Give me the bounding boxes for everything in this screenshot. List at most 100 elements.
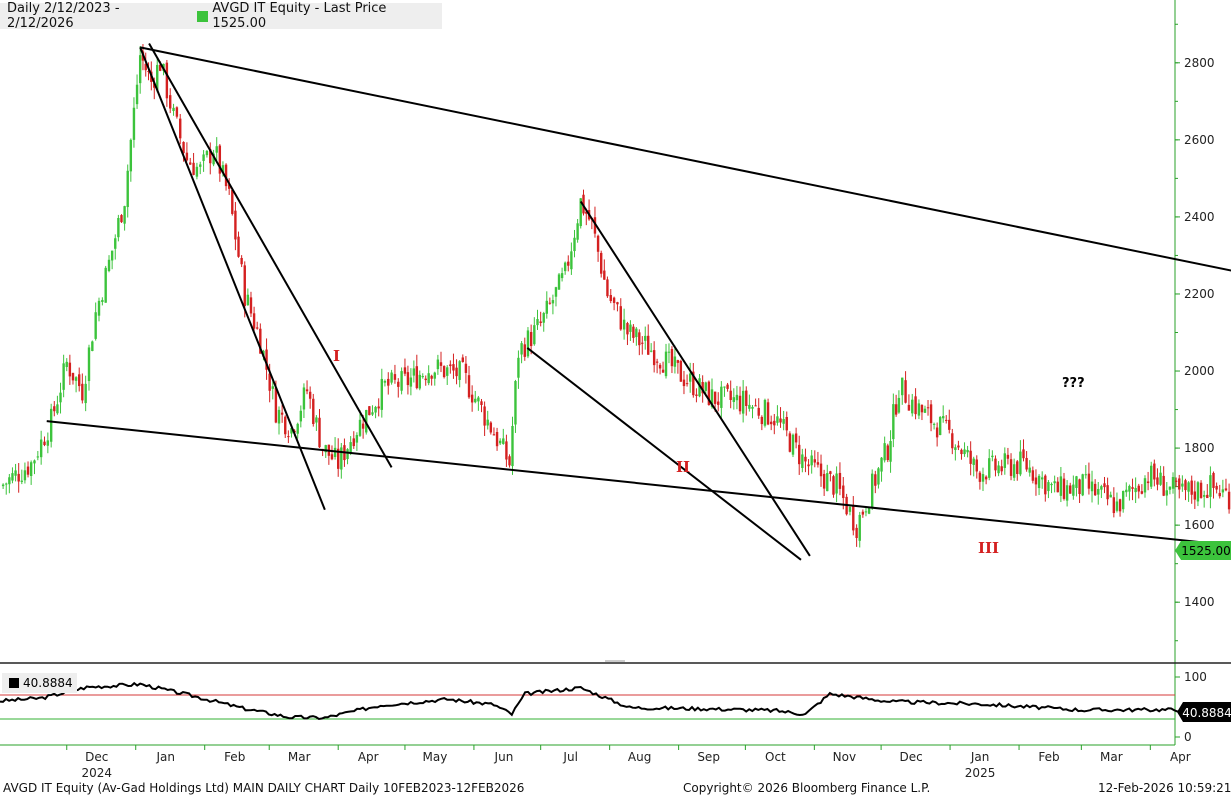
candle-body [182,141,185,154]
candle-body [172,107,175,111]
candle-body [704,382,707,391]
candle-body [84,383,87,404]
candle-body [667,351,671,353]
candle-body [305,389,309,392]
candle-body [104,267,107,303]
y-tick-label: 2000 [1184,364,1215,378]
candle-body [723,386,726,388]
candle-body [477,397,480,402]
candle-body [415,366,419,389]
candle-body [259,328,262,354]
trendline-layer [46,43,1231,561]
candle-body [1084,474,1087,476]
candle-body [782,419,785,424]
candle-body [17,473,20,482]
trend-line [579,200,811,557]
rsi-y-tick-label: 100 [1184,670,1207,684]
trend-line [139,46,1231,272]
candle-body [1065,485,1069,501]
candle-body [658,364,662,369]
candle-body [421,376,424,378]
candle-body [1115,501,1119,511]
candle-body [1059,476,1063,496]
candle-body [397,381,400,387]
candle-body [523,344,526,357]
candle-body [1006,454,1010,459]
candle-body [536,319,539,326]
candle-body [256,327,259,329]
candle-body [274,387,278,423]
candle-body [1069,485,1072,494]
candle-body [554,287,558,297]
candle-body [542,313,545,323]
candle-body [514,381,517,425]
candle-body [567,261,570,266]
candle-body [1187,482,1190,492]
candle-body [312,398,315,425]
candle-body [446,367,449,376]
candle-body [1165,490,1168,496]
candle-body [726,384,729,389]
candle-body [664,351,668,377]
candle-body [606,279,609,297]
last-price-value: 1525.00 [1181,544,1231,558]
candle-body [53,406,56,412]
candle-body [406,372,410,386]
candle-body [904,380,907,403]
candle-body [701,382,704,394]
candle-body [757,407,760,416]
candle-body [390,372,393,383]
candle-body [707,381,711,405]
candle-body [46,440,50,446]
candle-body [439,362,443,366]
rsi-layer: 0 100 [0,670,1231,744]
candle-body [11,473,14,481]
candle-body [801,454,804,469]
candle-body [612,297,616,303]
candle-body [763,399,767,426]
legend-series-label: AVGD IT Equity - Last Price 1525.00 [212,1,387,31]
candle-body [548,302,552,304]
candle-body [832,476,835,495]
x-tick-label: Nov [833,750,856,764]
rsi-tag-value: 40.8884 [1182,706,1231,720]
candle-body [1178,478,1181,490]
candle-body [212,153,215,165]
y-tick-label: 2600 [1184,133,1215,147]
candle-body [779,418,782,423]
candle-body [894,404,898,415]
candle-body [209,149,212,164]
candle-body [914,396,917,415]
candle-body [682,379,686,387]
candle-body [751,406,754,409]
candle-body [901,377,904,396]
candle-body [735,394,739,401]
candle-body [433,372,436,379]
candle-body [647,335,650,355]
candle-body [287,436,290,438]
candle-body [975,459,978,472]
candle-body [192,162,195,175]
candle-body [945,419,948,421]
candle-body [126,170,129,208]
candle-body [1053,481,1056,484]
candle-body [1121,490,1125,510]
candle-body [383,380,387,383]
candle-body [268,373,271,391]
candle-body [1028,467,1031,473]
candle-body [1125,489,1128,493]
candle-body [1000,466,1003,472]
candle-body [1221,489,1225,493]
candle-body [1112,497,1116,514]
candle-body [932,423,936,425]
candle-body [748,404,751,409]
candle-body [867,507,871,514]
candle-body [861,511,865,515]
candle-body [71,372,75,381]
candle-body [1050,483,1053,486]
candle-body [563,262,567,272]
projection-label: ??? [1062,376,1085,391]
candle-body [1143,478,1147,493]
